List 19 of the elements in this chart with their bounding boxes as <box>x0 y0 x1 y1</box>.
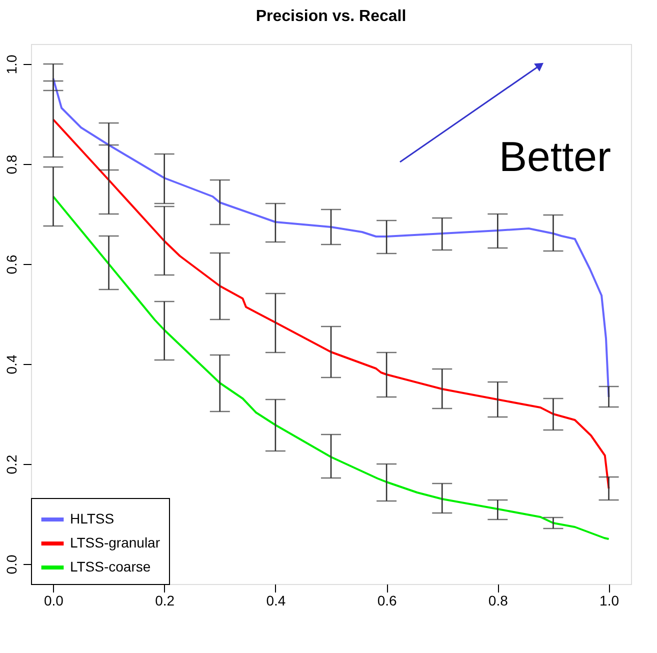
x-tick-label: 0.2 <box>155 592 175 608</box>
x-tick-label: 1.0 <box>600 592 620 608</box>
y-tick-label: 0.8 <box>4 154 20 174</box>
legend-label: HLTSS <box>70 510 114 526</box>
y-tick-label: 0.6 <box>4 254 20 274</box>
line-series <box>52 118 610 490</box>
annotation: Better <box>498 133 612 180</box>
x-tick-label: 0.6 <box>377 592 397 608</box>
y-tick-label: 0.2 <box>4 454 20 474</box>
y-tick-label: 1.0 <box>4 54 20 74</box>
line-series <box>52 78 610 398</box>
y-tick-label: 0.4 <box>4 354 20 374</box>
y-tick-label: 0.0 <box>4 554 20 574</box>
legend-label: LTSS-coarse <box>70 558 151 574</box>
legend-label: LTSS-granular <box>70 534 160 550</box>
x-tick-label: 0.4 <box>266 592 286 608</box>
x-tick-label: 0.0 <box>44 592 64 608</box>
x-tick-label: 0.8 <box>488 592 508 608</box>
chart-title: Precision vs. Recall <box>256 8 406 25</box>
